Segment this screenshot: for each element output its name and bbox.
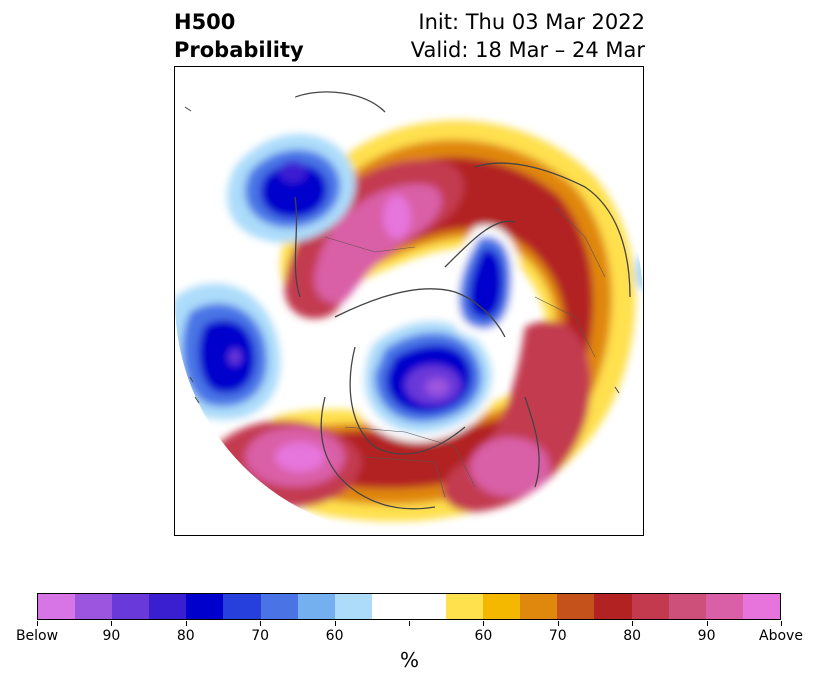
- colorbar-swatch: [594, 594, 632, 619]
- colorbar-tick-label: 60: [474, 628, 493, 644]
- colorbar-swatch: [631, 594, 669, 619]
- colorbar-swatch: [705, 594, 743, 619]
- colorbar-swatch: [38, 594, 76, 619]
- colorbar-tick-mark: [706, 621, 708, 626]
- forecast-dates: Init: Thu 03 Mar 2022 Valid: 18 Mar – 24…: [411, 8, 645, 64]
- colorbar-swatch: [483, 594, 521, 619]
- title-line-1: H500: [174, 10, 236, 34]
- colorbar-swatch: [446, 594, 484, 619]
- colorbar-tick-mark: [185, 621, 187, 626]
- colorbar-tick-mark: [632, 621, 634, 626]
- colorbar-tick-mark: [334, 621, 336, 626]
- colorbar-swatch: [112, 594, 150, 619]
- borders: [324, 206, 606, 498]
- colorbar-tick-mark: [409, 621, 410, 626]
- colorbar-swatch: [186, 594, 224, 619]
- colorbar-tick-label: 70: [251, 628, 270, 644]
- colorbar-swatch: [149, 594, 187, 619]
- valid-range: Valid: 18 Mar – 24 Mar: [410, 38, 645, 62]
- colorbar-tick-label: 90: [102, 628, 121, 644]
- colorbar-ticks: Below 90 80 70 60 60 70 80 90 Above: [16, 621, 803, 651]
- colorbar-swatch: [297, 594, 335, 619]
- colorbar-swatch: [557, 594, 595, 619]
- colorbar-tick-label: 60: [325, 628, 344, 644]
- offshore-islands: [184, 106, 620, 404]
- colorbar-swatch: [520, 594, 558, 619]
- colorbar-swatch: [334, 594, 372, 619]
- polar-map-svg: [175, 67, 643, 535]
- colorbar-swatch: [668, 594, 706, 619]
- title-line-2: Probability: [174, 38, 304, 62]
- colorbar-tick-label: Below: [15, 628, 59, 644]
- probability-field: [175, 67, 643, 535]
- colorbar-tick-mark: [260, 621, 262, 626]
- colorbar-tick-label: 80: [176, 628, 195, 644]
- coastlines: [294, 91, 631, 510]
- init-date: Init: Thu 03 Mar 2022: [418, 10, 645, 34]
- colorbar-tick-label: 80: [623, 628, 642, 644]
- probability-map: [174, 66, 644, 536]
- colorbar: [37, 593, 781, 620]
- colorbar-swatch: [223, 594, 261, 619]
- colorbar-tick-label: 70: [548, 628, 567, 644]
- colorbar-swatch: [75, 594, 113, 619]
- colorbar-tick-mark: [37, 621, 38, 626]
- colorbar-tick-label: 90: [697, 628, 716, 644]
- colorbar-swatch: [371, 594, 409, 619]
- chart-title: H500 Probability: [174, 8, 304, 64]
- colorbar-swatch: [260, 594, 298, 619]
- colorbar-unit-label: %: [399, 648, 419, 672]
- colorbar-tick-mark: [557, 621, 559, 626]
- colorbar-tick-mark: [781, 621, 782, 626]
- colorbar-tick-mark: [111, 621, 113, 626]
- colorbar-tick-label: Above: [759, 628, 803, 644]
- colorbar-swatch: [408, 594, 447, 619]
- colorbar-tick-mark: [483, 621, 485, 626]
- colorbar-swatch: [742, 594, 780, 619]
